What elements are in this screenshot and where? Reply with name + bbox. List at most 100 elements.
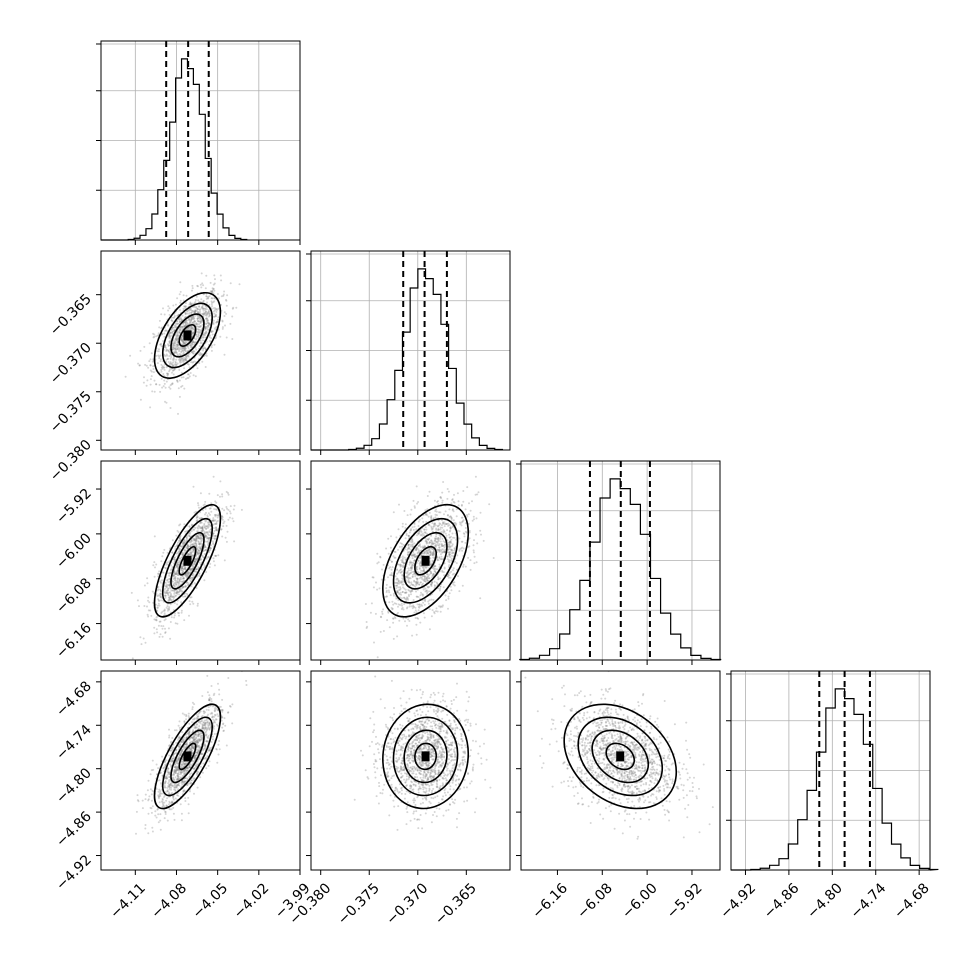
sample-point: [147, 596, 150, 599]
sample-point: [447, 595, 450, 598]
sample-point: [187, 327, 190, 330]
panel-frame: [310, 250, 511, 451]
sample-point: [163, 382, 166, 385]
sample-point: [186, 363, 189, 365]
sample-point: [403, 587, 406, 590]
sample-point: [190, 779, 193, 782]
sample-point: [157, 795, 160, 798]
sample-point: [176, 569, 179, 572]
sample-point: [215, 748, 218, 751]
sample-point: [195, 568, 198, 571]
sample-point: [393, 556, 396, 559]
sample-point: [407, 551, 410, 554]
sample-point: [188, 747, 191, 749]
sample-point: [422, 570, 425, 572]
sample-point: [195, 545, 198, 548]
sample-point: [191, 343, 194, 346]
sample-point: [149, 364, 152, 367]
sample-point: [393, 602, 396, 605]
sample-point: [210, 330, 213, 333]
sample-point: [227, 677, 230, 679]
sample-point: [149, 364, 152, 367]
sample-point: [203, 729, 206, 732]
sample-point: [199, 710, 202, 713]
sample-point: [165, 592, 168, 595]
sample-point: [408, 581, 411, 584]
sample-point: [193, 511, 196, 514]
sample-point: [433, 573, 435, 576]
sample-point: [173, 572, 176, 575]
sample-point: [449, 540, 452, 543]
sample-point: [177, 783, 180, 786]
sample-point: [196, 751, 199, 754]
sample-point: [204, 327, 207, 330]
sample-point: [431, 573, 434, 576]
sample-point: [464, 508, 467, 511]
sample-point: [181, 580, 184, 583]
sample-point: [204, 747, 206, 749]
sample-point: [191, 600, 194, 603]
sample-point: [460, 516, 463, 519]
sample-point: [428, 548, 431, 551]
sample-point: [164, 592, 167, 595]
sample-point: [177, 581, 180, 584]
sample-point: [170, 616, 173, 619]
sample-point: [179, 347, 181, 350]
sample-point: [209, 547, 212, 550]
sample-point: [401, 561, 403, 563]
sample-point: [431, 542, 434, 545]
sample-point: [189, 543, 192, 546]
sample-point: [204, 325, 207, 328]
sample-point: [176, 603, 179, 606]
sample-point: [177, 358, 180, 361]
sample-point: [423, 575, 426, 578]
sample-point: [444, 594, 447, 597]
sample-point: [147, 799, 150, 802]
sample-point: [442, 521, 444, 524]
sample-point: [164, 631, 167, 634]
sample-point: [178, 348, 181, 351]
sample-point: [423, 546, 426, 549]
sample-point: [173, 818, 176, 821]
sample-point: [155, 619, 158, 621]
sample-point: [193, 310, 196, 313]
sample-point: [206, 319, 209, 322]
sample-point: [193, 311, 196, 314]
sample-point: [178, 326, 181, 329]
sample-point: [176, 591, 178, 593]
sample-point: [164, 400, 166, 403]
sample-point: [404, 620, 406, 623]
sample-point: [182, 342, 185, 344]
sample-point: [160, 625, 163, 627]
sample-point: [398, 589, 400, 592]
sample-point: [180, 609, 183, 612]
sample-point: [172, 346, 175, 349]
sample-point: [186, 354, 189, 357]
sample-point: [176, 579, 179, 582]
sample-point: [139, 349, 142, 352]
sample-point: [152, 336, 155, 339]
sample-point: [451, 549, 454, 552]
sample-point: [191, 351, 194, 354]
sample-point: [212, 517, 215, 520]
sample-point: [429, 564, 432, 567]
sample-point: [180, 567, 183, 570]
sample-point: [439, 610, 442, 613]
sample-point: [437, 537, 440, 540]
sample-point: [171, 320, 174, 323]
sample-point: [163, 619, 166, 622]
sample-point: [183, 713, 186, 716]
sample-point: [145, 364, 148, 367]
sample-point: [197, 574, 200, 577]
sample-point: [395, 536, 398, 539]
sample-point: [163, 313, 166, 316]
sample-point: [159, 592, 162, 595]
sample-point: [199, 536, 202, 539]
sample-point: [379, 556, 382, 559]
sample-point: [183, 540, 185, 543]
sample-point: [221, 515, 224, 518]
sample-point: [423, 616, 426, 619]
sample-point: [196, 739, 198, 742]
sample-point: [402, 543, 405, 546]
sample-point: [444, 543, 447, 546]
